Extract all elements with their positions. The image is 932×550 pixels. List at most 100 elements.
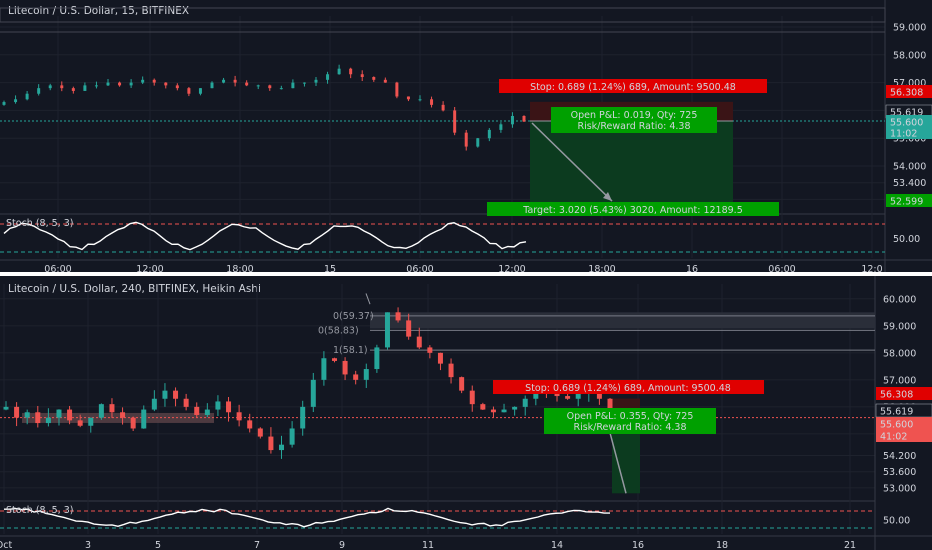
x-tick-label: 14 bbox=[551, 540, 563, 550]
candle bbox=[372, 77, 376, 80]
candle bbox=[395, 312, 401, 321]
candle bbox=[83, 85, 87, 91]
chart-title: Litecoin / U.S. Dollar, 240, BITFINEX, H… bbox=[8, 283, 261, 295]
x-tick-label: 18:00 bbox=[588, 264, 615, 272]
price-badge bbox=[876, 429, 932, 442]
candle bbox=[480, 404, 486, 410]
y-tick-label: 59.000 bbox=[883, 321, 916, 332]
candle bbox=[3, 406, 9, 410]
drawing-line bbox=[365, 293, 371, 305]
candle bbox=[152, 79, 156, 83]
stoch-line bbox=[3, 507, 611, 528]
candle bbox=[268, 85, 272, 89]
candle bbox=[512, 406, 518, 410]
candle bbox=[395, 82, 399, 97]
candle bbox=[383, 79, 387, 83]
x-tick-label: 18:00 bbox=[226, 264, 253, 272]
y-tick-label: 54.000 bbox=[893, 162, 926, 173]
candle bbox=[141, 409, 147, 429]
candle bbox=[314, 79, 318, 83]
y-tick-label: 58.000 bbox=[893, 50, 926, 61]
x-tick-label: 06:00 bbox=[44, 264, 71, 272]
price-badge-label: 11:02 bbox=[890, 129, 917, 140]
x-tick-label: 16 bbox=[686, 264, 698, 272]
y-tick-label: 59.000 bbox=[893, 22, 926, 33]
price-badge bbox=[876, 387, 932, 400]
candle bbox=[453, 110, 457, 133]
y-tick-label: 57.000 bbox=[883, 375, 916, 386]
candle bbox=[106, 82, 110, 86]
candle bbox=[162, 390, 168, 399]
candle bbox=[384, 312, 390, 348]
fib-label: 0(58.83) bbox=[318, 325, 359, 336]
arrow-head bbox=[603, 192, 612, 202]
candle bbox=[173, 390, 179, 399]
range-box bbox=[0, 7, 886, 23]
pane-divider[interactable] bbox=[0, 272, 932, 276]
chart-pane-15m[interactable]: Litecoin / U.S. Dollar, 15, BITFINEX 59.… bbox=[0, 0, 932, 272]
candle bbox=[353, 374, 359, 380]
candle bbox=[416, 336, 422, 348]
candle bbox=[406, 96, 410, 100]
x-tick-label: 9 bbox=[339, 540, 345, 550]
candle bbox=[129, 82, 133, 86]
candle bbox=[118, 82, 122, 86]
candle bbox=[437, 352, 443, 364]
y-tick-label: 53.000 bbox=[883, 483, 916, 494]
candle bbox=[204, 409, 210, 415]
target-zone bbox=[530, 121, 733, 206]
x-tick-label: 12:0 bbox=[861, 264, 882, 272]
candle bbox=[141, 79, 145, 83]
price-badge bbox=[886, 85, 932, 98]
chart-pane-4h[interactable]: Litecoin / U.S. Dollar, 240, BITFINEX, H… bbox=[0, 276, 932, 550]
x-tick-label: Oct bbox=[0, 540, 12, 550]
candle bbox=[25, 93, 29, 100]
candle bbox=[575, 393, 581, 399]
candle bbox=[187, 88, 191, 94]
pnl-label: Open P&L: 0.355, Qty: 725 bbox=[567, 411, 694, 422]
candle bbox=[448, 363, 454, 378]
pnl-label-box bbox=[544, 408, 716, 434]
y-tick-label: 55.000 bbox=[893, 134, 926, 145]
candle bbox=[151, 398, 157, 410]
candle bbox=[302, 82, 306, 84]
price-badge-label: 55.619 bbox=[880, 407, 913, 418]
x-tick-label: 11 bbox=[422, 540, 434, 550]
candle bbox=[14, 99, 18, 103]
candle bbox=[321, 358, 327, 380]
y-tick-label: 58.000 bbox=[883, 348, 916, 359]
x-tick-label: 06:00 bbox=[768, 264, 795, 272]
candle bbox=[120, 412, 126, 418]
candle bbox=[406, 320, 412, 337]
candle bbox=[279, 444, 285, 451]
price-badge-label: 55.600 bbox=[880, 420, 913, 431]
x-tick-label: 18 bbox=[716, 540, 728, 550]
price-badge bbox=[886, 126, 932, 139]
y-tick-label: 53.600 bbox=[883, 467, 916, 478]
price-badge-label: 55.619 bbox=[890, 108, 923, 119]
x-tick-label: 16 bbox=[632, 540, 644, 550]
candle bbox=[35, 412, 41, 424]
candle bbox=[490, 409, 496, 413]
y-tick-label: 60.000 bbox=[883, 294, 916, 305]
candle bbox=[337, 68, 341, 75]
candle bbox=[14, 406, 20, 418]
candle bbox=[94, 85, 98, 87]
candle bbox=[430, 99, 434, 105]
candle bbox=[487, 129, 491, 139]
candle bbox=[164, 82, 168, 86]
candle bbox=[469, 390, 475, 405]
pnl-label: Open P&L: 0.019, Qty: 725 bbox=[571, 110, 698, 121]
candle bbox=[291, 82, 295, 89]
candle bbox=[464, 132, 468, 147]
candle bbox=[300, 406, 306, 429]
candle bbox=[45, 417, 51, 424]
x-tick-label: 15 bbox=[324, 264, 336, 272]
candle bbox=[71, 88, 75, 91]
candle bbox=[360, 74, 364, 78]
price-badge-label: 52.599 bbox=[890, 197, 923, 208]
candle bbox=[236, 412, 242, 421]
chart-4h-svg[interactable]: Litecoin / U.S. Dollar, 240, BITFINEX, H… bbox=[0, 276, 932, 550]
y-tick-label: 57.000 bbox=[893, 78, 926, 89]
chart-15m-svg[interactable]: Litecoin / U.S. Dollar, 15, BITFINEX 59.… bbox=[0, 0, 932, 272]
